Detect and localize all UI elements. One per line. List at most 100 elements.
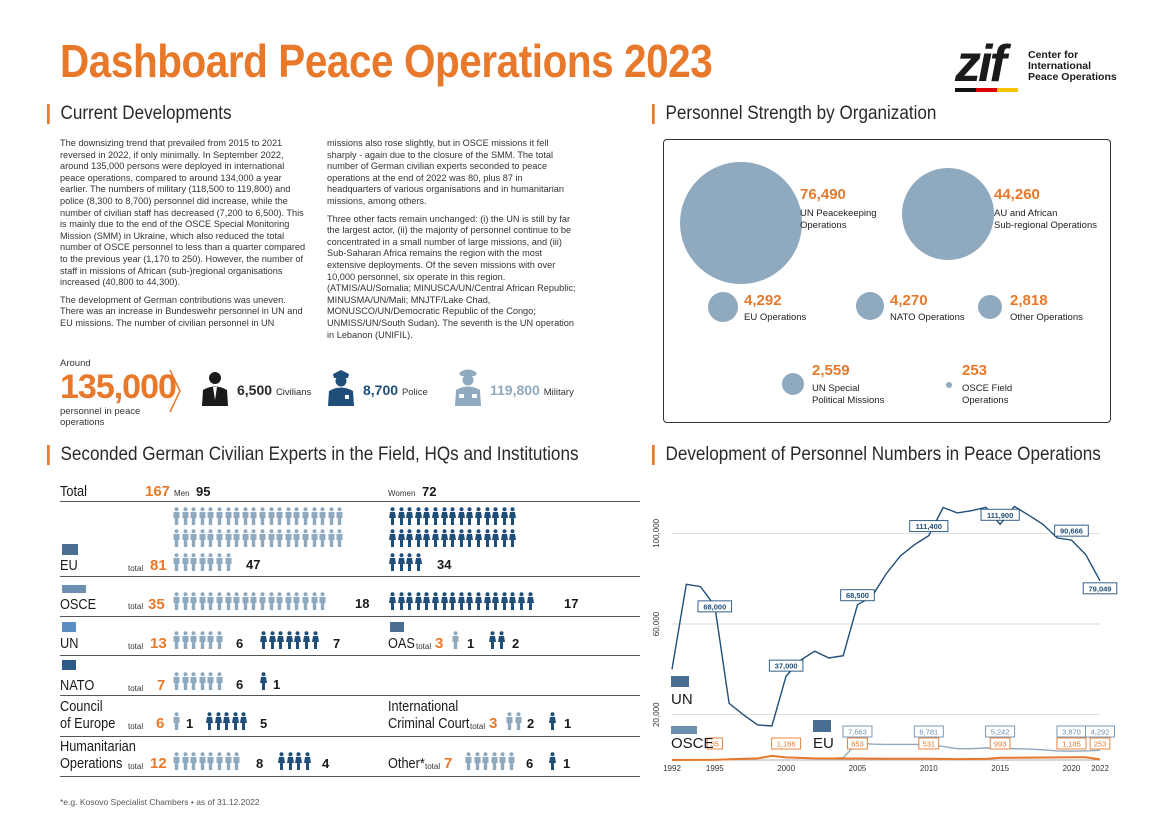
woman-icon [440,592,448,610]
bubble-value: 4,270 [890,292,928,309]
personnel-strength-heading: Personnel Strength by Organization [652,104,936,124]
coe-total: 6 [156,715,165,732]
man-icon [465,752,472,770]
man-icon [302,592,309,610]
bubble-au [902,168,994,260]
woman-icon [206,712,213,730]
man-icon [328,507,335,525]
woman-icon [549,712,556,730]
bubble-un-spm [782,373,804,395]
woman-icon [492,592,500,610]
divider [60,501,640,502]
woman-icon [423,592,431,610]
man-icon [182,631,189,649]
woman-icon [303,752,311,770]
divider [60,736,640,737]
org-name-nato: NATO [60,677,95,694]
series-line-osce [671,754,1101,761]
bubble-nato [856,292,884,320]
woman-icon [449,507,457,525]
woman-icon [397,553,405,571]
man-icon [285,529,292,547]
woman-icon [423,507,431,525]
man-icon [250,592,257,610]
man-icon [173,752,180,770]
man-icon [452,631,459,649]
data-label: 111,400 [916,522,942,531]
man-icon [173,631,180,649]
humanitarian-total: 12 [150,755,167,772]
civilians-count: 6,500 Civilians [237,382,312,398]
man-icon [207,507,214,525]
woman-icon [389,529,396,547]
woman-icon [278,752,285,770]
woman-icon [389,592,396,610]
woman-icon [295,752,303,770]
un-women: 7 [333,636,341,651]
data-label: 3,870 [1062,728,1081,737]
data-label-box [706,737,723,750]
data-label: 253 [1094,740,1107,749]
total-label: Total [60,483,87,500]
woman-icon [240,712,248,730]
man-icon [268,592,275,610]
man-icon [293,592,300,610]
man-icon [173,592,180,610]
man-icon [242,592,249,610]
data-label: 5,242 [991,728,1010,737]
bubble-eu [708,292,738,322]
org-name-un: UN [60,635,79,652]
woman-icon [457,529,465,547]
man-icon [259,592,266,610]
man-icon [173,553,180,571]
bubble-chart: 76,490 UN Peacekeeping Operations 44,260 … [663,139,1111,423]
total-label: total [128,762,144,771]
x-tick-label: 2000 [777,764,795,773]
current-col1: The downsizing trend that prevailed from… [60,138,306,328]
data-label-box [909,520,949,533]
y-tick-label: 60,000 [652,611,661,636]
woman-icon [466,529,474,547]
woman-icon [489,631,496,649]
woman-icon [423,529,431,547]
man-icon [199,529,206,547]
woman-icon [509,529,517,547]
man-icon [302,507,309,525]
org-name-eu: EU [60,557,78,574]
total-count: 167 [145,483,171,500]
man-icon [216,592,223,610]
woman-icon [483,529,491,547]
footnote: *e.g. Kosovo Specialist Chambers • as of… [60,797,260,807]
man-icon [182,752,189,770]
man-icon [319,592,326,610]
woman-icon [432,507,439,525]
man-icon [233,507,240,525]
man-icon [233,592,240,610]
man-icon [276,507,283,525]
woman-icon [449,592,457,610]
man-icon [216,529,223,547]
man-icon [182,592,189,610]
man-icon [216,672,223,690]
humanitarian-men: 8 [256,756,264,771]
woman-icon [286,752,294,770]
woman-icon [492,529,500,547]
woman-icon [397,529,405,547]
data-label: 68,500 [846,591,869,600]
x-tick-label: 2005 [849,764,867,773]
total-label: total [128,564,144,573]
oas-logo-icon [390,622,404,632]
woman-icon [285,631,293,649]
man-icon [216,507,223,525]
man-icon [199,592,206,610]
eu-women: 34 [437,557,452,572]
eu-total: 81 [150,557,167,574]
woman-icon [440,507,448,525]
coe-men: 1 [186,716,194,731]
series-label-eu: EU [813,735,834,752]
osce-logo-icon [671,726,697,734]
man-icon [216,631,223,649]
divider [60,616,640,617]
man-icon [311,529,318,547]
y-tick-label: 20,000 [652,702,661,727]
